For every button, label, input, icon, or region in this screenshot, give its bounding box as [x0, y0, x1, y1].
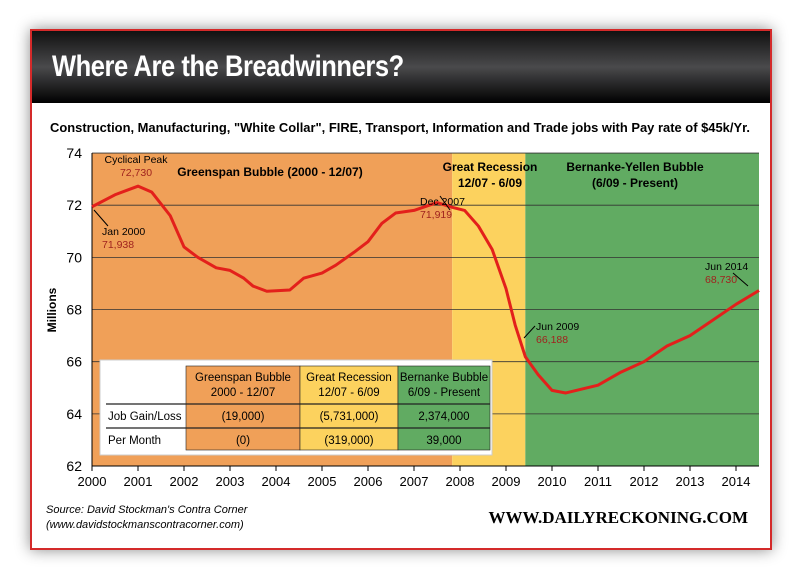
annotation-value: 71,938 [102, 239, 134, 251]
annotation-value: 68,730 [705, 274, 737, 286]
period-label-dates: (6/09 - Present) [592, 176, 678, 190]
annotation-label: Cyclical Peak [104, 154, 168, 166]
table-header-dates: 2000 - 12/07 [211, 387, 276, 399]
table-cell: (319,000) [324, 435, 373, 447]
annotation-label: Dec 2007 [420, 196, 465, 208]
series-line [91, 184, 760, 395]
x-tick-label: 2005 [308, 474, 337, 489]
table-header: Great Recession [306, 372, 392, 384]
annotation-label: Jun 2009 [536, 321, 579, 333]
x-tick-label: 2011 [584, 474, 612, 489]
arrow [523, 325, 536, 339]
x-tick-label: 2009 [492, 474, 521, 489]
table-col-bg [397, 365, 491, 451]
annotation-value: 72,730 [120, 167, 152, 179]
x-tick-label: 2000 [78, 474, 107, 489]
y-tick-label: 68 [66, 302, 82, 318]
table-cell: (19,000) [222, 411, 265, 423]
table-col-bg [299, 365, 399, 451]
table-col-bg [185, 365, 301, 451]
x-tick-label: 2010 [538, 474, 567, 489]
x-tick-label: 2001 [124, 474, 153, 489]
chart-subtitle: Construction, Manufacturing, "White Coll… [50, 121, 750, 135]
y-tick-label: 74 [66, 145, 82, 161]
table-header: Bernanke Bubble [400, 372, 488, 384]
header: Where Are the Breadwinners? [32, 31, 770, 103]
table-row-label: Job Gain/Loss [108, 411, 182, 423]
y-tick-label: 72 [66, 197, 82, 213]
source-url: (www.davidstockmanscontracorner.com) [46, 519, 244, 531]
annotation-label: Jan 2000 [102, 226, 145, 238]
y-tick-label: 66 [66, 354, 82, 370]
y-tick-label: 70 [66, 249, 82, 265]
source-note: Source: David Stockman's Contra Corner [46, 504, 249, 516]
period-label-dates: 12/07 - 6/09 [458, 176, 522, 190]
arrow [93, 209, 109, 227]
table-row-label: Per Month [108, 435, 161, 447]
annotation-label: Jun 2014 [705, 261, 748, 273]
chart-title: Where Are the Breadwinners? [52, 50, 404, 83]
x-tick-label: 2014 [722, 474, 751, 489]
brand-logo: WWW.DAILYRECKONING.COM [489, 508, 748, 527]
table-cell: 2,374,000 [418, 411, 469, 423]
table-cell: (5,731,000) [320, 411, 379, 423]
x-tick-label: 2003 [216, 474, 245, 489]
y-axis-label: Millions [45, 287, 59, 332]
table-cell: (0) [236, 435, 250, 447]
x-tick-label: 2013 [676, 474, 705, 489]
table-cell: 39,000 [426, 435, 461, 447]
x-tick-label: 2002 [170, 474, 199, 489]
y-tick-label: 62 [66, 458, 82, 474]
period-label: Great Recession [443, 160, 538, 174]
table-header-dates: 12/07 - 6/09 [318, 387, 379, 399]
period-label: Greenspan Bubble (2000 - 12/07) [177, 165, 362, 179]
x-tick-label: 2008 [446, 474, 475, 489]
x-tick-label: 2004 [262, 474, 291, 489]
x-tick-label: 2006 [354, 474, 383, 489]
table-header-dates: 6/09 - Present [408, 387, 481, 399]
arrow [732, 272, 749, 287]
period-label: Bernanke-Yellen Bubble [566, 160, 704, 174]
y-tick-label: 64 [66, 406, 82, 422]
arrow [439, 195, 451, 211]
x-tick-label: 2007 [400, 474, 429, 489]
x-tick-label: 2012 [630, 474, 659, 489]
table-header: Greenspan Bubble [195, 372, 291, 384]
annotation-value: 71,919 [420, 209, 452, 221]
annotation-value: 66,188 [536, 334, 568, 346]
